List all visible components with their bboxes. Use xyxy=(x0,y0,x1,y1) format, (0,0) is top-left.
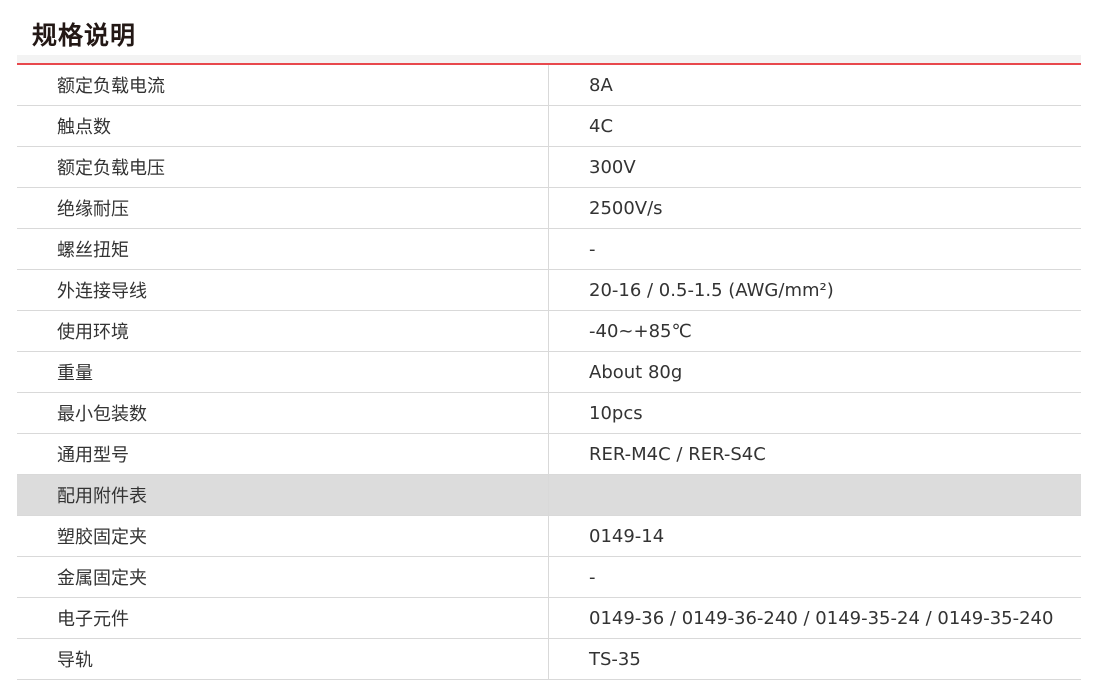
spec-label: 通用型号 xyxy=(17,433,549,475)
dotted-divider xyxy=(17,55,1081,63)
spec-value: - xyxy=(548,556,1081,598)
spec-label: 螺丝扭矩 xyxy=(17,228,549,270)
spec-label: 金属固定夹 xyxy=(17,556,549,598)
spec-label: 使用环境 xyxy=(17,310,549,352)
table-row: 触点数 4C xyxy=(17,105,1081,147)
spec-value: 300V xyxy=(548,146,1081,188)
table-row: 重量 About 80g xyxy=(17,351,1081,393)
table-row: 塑胶固定夹 0149-14 xyxy=(17,515,1081,557)
spec-value: TS-35 xyxy=(548,638,1081,680)
table-row: 使用环境 -40~+85℃ xyxy=(17,310,1081,352)
spec-value: 0149-36 / 0149-36-240 / 0149-35-24 / 014… xyxy=(548,597,1081,639)
table-row: 通用型号 RER-M4C / RER-S4C xyxy=(17,433,1081,475)
spec-label: 导轨 xyxy=(17,638,549,680)
spec-value: 8A xyxy=(548,65,1081,106)
table-row: 最小包装数 10pcs xyxy=(17,392,1081,434)
spec-value: About 80g xyxy=(548,351,1081,393)
spec-label: 额定负载电流 xyxy=(17,65,549,106)
table-row: 额定负载电流 8A xyxy=(17,65,1081,106)
spec-value: 4C xyxy=(548,105,1081,147)
spec-value: RER-M4C / RER-S4C xyxy=(548,433,1081,475)
spec-value: -40~+85℃ xyxy=(548,310,1081,352)
spec-label: 外连接导线 xyxy=(17,269,549,311)
spec-label: 配用附件表 xyxy=(17,474,549,516)
spec-value: - xyxy=(548,228,1081,270)
table-row: 绝缘耐压 2500V/s xyxy=(17,187,1081,229)
spec-value xyxy=(548,474,1081,516)
spec-label: 绝缘耐压 xyxy=(17,187,549,229)
table-row: 螺丝扭矩 - xyxy=(17,228,1081,270)
accent-divider xyxy=(17,63,1081,65)
spec-label: 额定负载电压 xyxy=(17,146,549,188)
spec-label: 重量 xyxy=(17,351,549,393)
page-title: 规格说明 xyxy=(32,21,137,50)
table-row: 外连接导线 20-16 / 0.5-1.5 (AWG/mm²) xyxy=(17,269,1081,311)
table-row: 金属固定夹 - xyxy=(17,556,1081,598)
spec-value: 0149-14 xyxy=(548,515,1081,557)
spec-value: 20-16 / 0.5-1.5 (AWG/mm²) xyxy=(548,269,1081,311)
section-row: 配用附件表 xyxy=(17,474,1081,516)
spec-table: 额定负载电流 8A 触点数 4C 额定负载电压 300V 绝缘耐压 2500V/s 螺丝扭矩 - 外… xyxy=(17,65,1081,680)
table-row: 额定负载电压 300V xyxy=(17,146,1081,188)
spec-value: 10pcs xyxy=(548,392,1081,434)
spec-label: 触点数 xyxy=(17,105,549,147)
table-row: 导轨 TS-35 xyxy=(17,638,1081,680)
spec-value: 2500V/s xyxy=(548,187,1081,229)
table-row: 电子元件 0149-36 / 0149-36-240 / 0149-35-24 /… xyxy=(17,597,1081,639)
spec-label: 塑胶固定夹 xyxy=(17,515,549,557)
spec-label: 电子元件 xyxy=(17,597,549,639)
spec-label: 最小包装数 xyxy=(17,392,549,434)
